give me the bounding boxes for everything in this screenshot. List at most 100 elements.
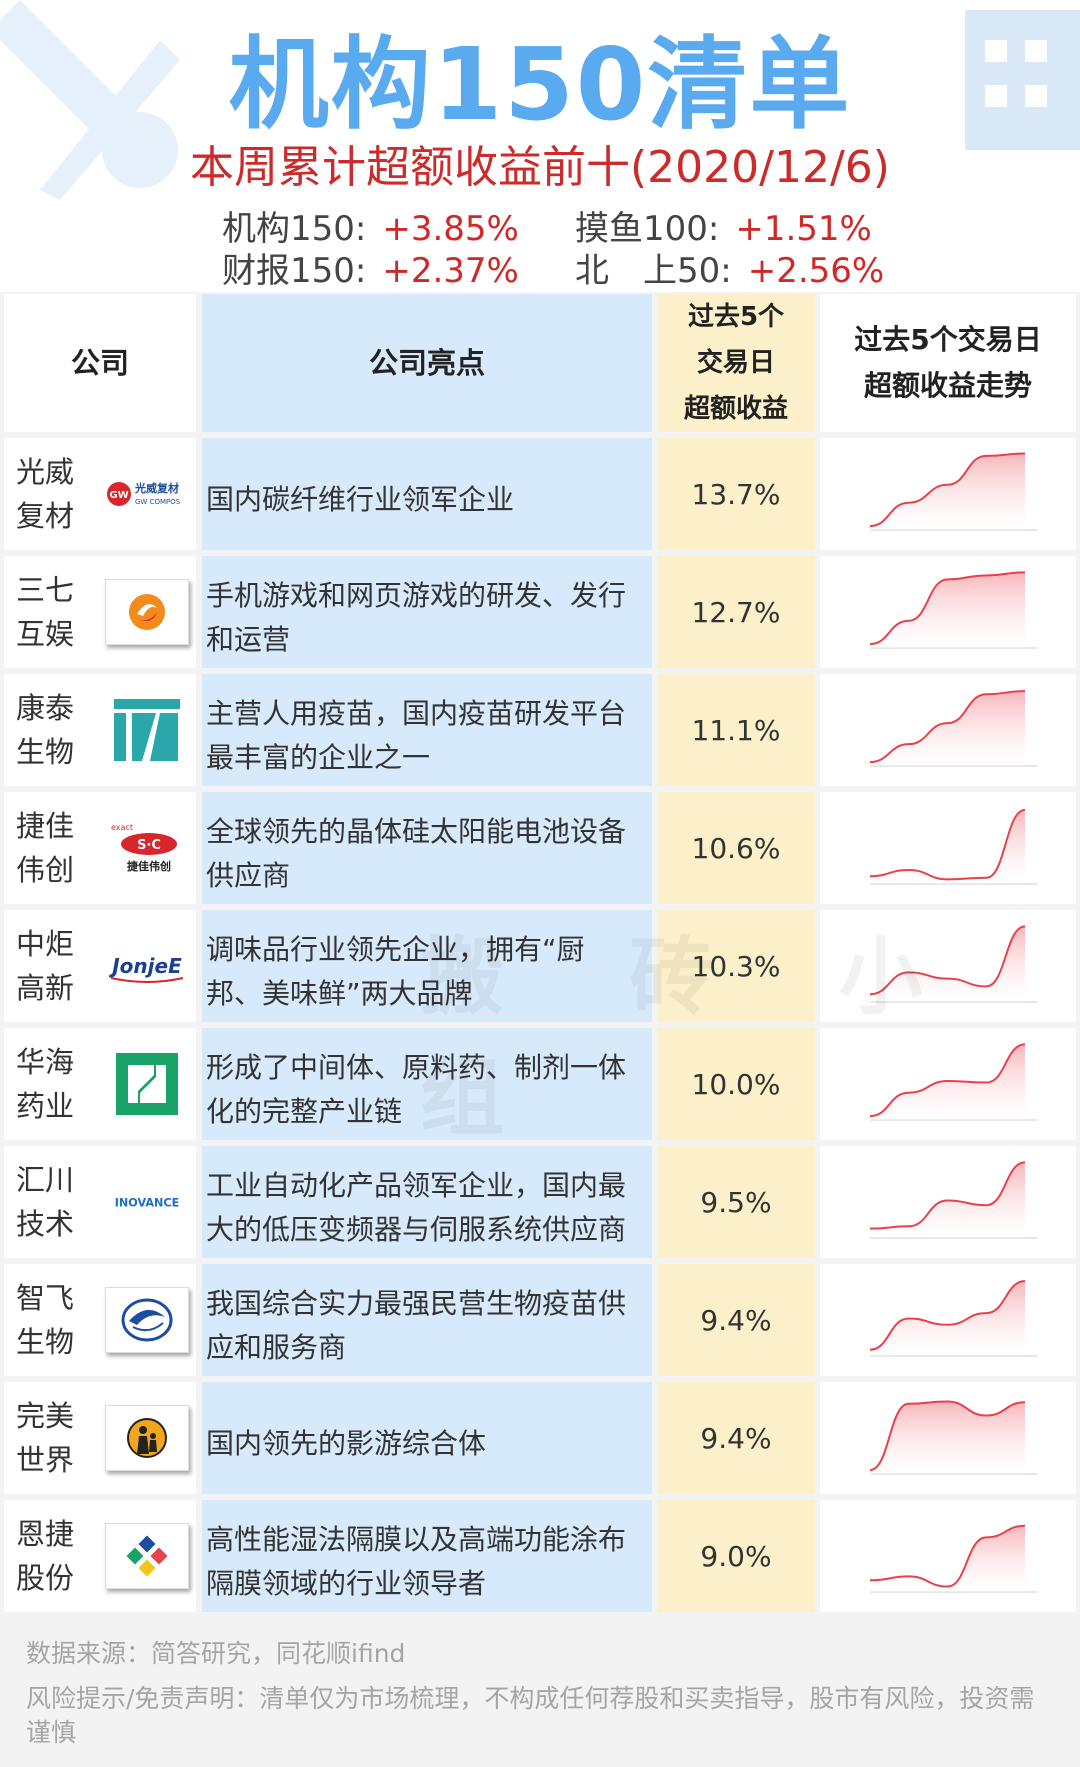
trend-sparkline — [869, 925, 1037, 1003]
trend-sparkline — [869, 1280, 1037, 1357]
trend-area — [870, 691, 1025, 766]
company-name-line: 三七 — [16, 573, 75, 607]
company-name-line: 华海 — [16, 1045, 75, 1079]
highlight-text: 工业自动化产品领军企业，国内最大的低压变频器与伺服系统供应商 — [206, 1169, 627, 1246]
sc-logo: exact S·C 捷佳伟创 — [97, 792, 196, 904]
trend-sparkline — [869, 571, 1037, 649]
company-name: 捷佳 伟创 — [4, 792, 97, 904]
trend-chart — [820, 1264, 1076, 1376]
excess-return: 9.4% — [657, 1264, 815, 1376]
trend-sparkline — [869, 690, 1037, 767]
inovance-logo: INOVANCE — [97, 1146, 196, 1258]
trend-line — [869, 571, 1026, 646]
page-title: 机构150清单 — [228, 26, 852, 143]
company-name-line: 完美 — [16, 1399, 75, 1433]
company-highlight: 主营人用疫苗，国内疫苗研发平台最丰富的企业之一 — [202, 674, 652, 786]
trend-area — [870, 926, 1025, 1002]
index-item: 机构150: +3.85% — [222, 208, 519, 250]
header-return-line: 交易日 — [696, 348, 775, 378]
company-highlight: 全球领先的晶体硅太阳能电池设备供应商 — [202, 792, 652, 904]
company-highlight: 工业自动化产品领军企业，国内最大的低压变频器与伺服系统供应商 — [202, 1146, 652, 1258]
logo-text: JonjeE — [108, 954, 182, 978]
trend-area — [870, 1044, 1025, 1120]
trend-area — [870, 453, 1025, 530]
table-header: 公司 公司亮点 过去5个 交易日 超额收益 过去5个交易日 超额收益走势 — [0, 294, 1080, 432]
company-name-line: 世界 — [16, 1443, 75, 1477]
excess-return: 9.4% — [657, 1382, 815, 1494]
header-return: 过去5个 交易日 超额收益 — [657, 294, 815, 432]
highlight-text: 主营人用疫苗，国内疫苗研发平台最丰富的企业之一 — [206, 697, 627, 774]
company-highlight: 形成了中间体、原料药、制剂一体化的完整产业链 — [202, 1028, 652, 1140]
excess-return: 10.0% — [657, 1028, 815, 1140]
excess-return: 13.7% — [657, 438, 815, 550]
index-label: 北 上50: — [575, 251, 732, 291]
header-return-line: 过去5个 — [687, 302, 785, 332]
company-name: 三七 互娱 — [4, 556, 97, 668]
table-row: 康泰 生物 主营人用疫苗，国内疫苗研发平台最丰富的企业之一 11.1% — [0, 674, 1080, 786]
company-name-line: 高新 — [16, 971, 75, 1005]
logo-subtext: GW COMPOS — [135, 498, 181, 506]
svg-text:GW: GW — [109, 490, 128, 501]
zf-logo — [97, 1264, 196, 1376]
company-highlight: 高性能湿法隔膜以及高端功能涂布隔膜领域的行业领导者 — [202, 1500, 652, 1612]
highlight-text: 调味品行业领先企业，拥有“厨邦、美味鲜”两大品牌 — [206, 933, 585, 1010]
index-value: +3.85% — [382, 209, 519, 249]
excess-return: 9.0% — [657, 1500, 815, 1612]
logo-text: 光威复材 — [134, 481, 179, 495]
hh-logo — [97, 1028, 196, 1140]
trend-chart — [820, 438, 1076, 550]
trend-line — [869, 925, 1026, 996]
trend-chart — [820, 910, 1076, 1022]
company-name-line: 恩捷 — [16, 1517, 75, 1551]
header-trend: 过去5个交易日 超额收益走势 — [820, 294, 1076, 432]
footer: 数据来源：简答研究，同花顺ifind 风险提示/免责声明：清单仅为市场梳理，不构… — [0, 1620, 1080, 1767]
company-name: 汇川 技术 — [4, 1146, 97, 1258]
trend-area — [870, 1525, 1025, 1592]
index-value: +1.51% — [735, 209, 872, 249]
highlight-text: 我国综合实力最强民营生物疫苗供应和服务商 — [206, 1287, 627, 1364]
trend-sparkline — [869, 1161, 1037, 1239]
excess-return: 11.1% — [657, 674, 815, 786]
company-name: 完美 世界 — [4, 1382, 97, 1494]
header: 机构150清单 本周累计超额收益前十(2020/12/6) 机构150: +3.8… — [0, 0, 1080, 292]
highlight-text: 高性能湿法隔膜以及高端功能涂布隔膜领域的行业领导者 — [206, 1523, 627, 1600]
index-item: 摸鱼100: +1.51% — [575, 208, 872, 250]
company-highlight: 手机游戏和网页游戏的研发、发行和运营 — [202, 556, 652, 668]
header-trend-line: 过去5个交易日 — [854, 323, 1042, 356]
logo-subtext: 捷佳伟创 — [127, 859, 171, 873]
trend-line — [869, 808, 1026, 881]
company-highlight: 国内领先的影游综合体 — [202, 1382, 652, 1494]
trend-chart — [820, 792, 1076, 904]
company-name-line: 伟创 — [16, 853, 75, 887]
table-row: 恩捷 股份 高性能湿法隔膜以及高端功能涂布隔膜领域的行业领导者 9.0% — [0, 1500, 1080, 1612]
table-row: 汇川 技术 INOVANCE 工业自动化产品领军企业，国内最大的低压变频器与伺服… — [0, 1146, 1080, 1258]
trend-sparkline — [869, 1524, 1037, 1593]
trend-chart — [820, 674, 1076, 786]
index-label: 摸鱼100: — [575, 209, 720, 249]
highlight-text: 形成了中间体、原料药、制剂一体化的完整产业链 — [206, 1051, 627, 1128]
company-name-line: 生物 — [16, 735, 75, 769]
company-name-line: 复材 — [16, 499, 75, 533]
company-name-line: 技术 — [16, 1207, 75, 1241]
table-row: 三七 互娱 手机游戏和网页游戏的研发、发行和运营 12.7% — [0, 556, 1080, 668]
excess-return: 12.7% — [657, 556, 815, 668]
trend-area — [870, 1162, 1025, 1238]
trend-sparkline — [869, 1400, 1037, 1475]
table-row: 华海 药业 形成了中间体、原料药、制剂一体化的完整产业链 10.0% — [0, 1028, 1080, 1140]
company-name: 恩捷 股份 — [4, 1500, 97, 1612]
37-logo — [97, 556, 196, 668]
company-name: 华海 药业 — [4, 1028, 97, 1140]
excess-return: 10.6% — [657, 792, 815, 904]
trend-chart — [820, 1500, 1076, 1612]
gw-logo: GW 光威复材 GW COMPOS — [97, 438, 196, 550]
company-name-line: 中炬 — [16, 927, 75, 961]
trend-chart — [820, 1382, 1076, 1494]
logo-text: INOVANCE — [114, 1197, 179, 1210]
company-name-line: 康泰 — [16, 691, 75, 725]
data-source: 数据来源：简答研究，同花顺ifind — [26, 1639, 406, 1668]
trend-area — [870, 1281, 1025, 1356]
trend-area — [870, 572, 1025, 648]
trend-line — [869, 1043, 1026, 1118]
company-name-line: 药业 — [16, 1089, 75, 1123]
highlight-text: 手机游戏和网页游戏的研发、发行和运营 — [206, 579, 627, 656]
